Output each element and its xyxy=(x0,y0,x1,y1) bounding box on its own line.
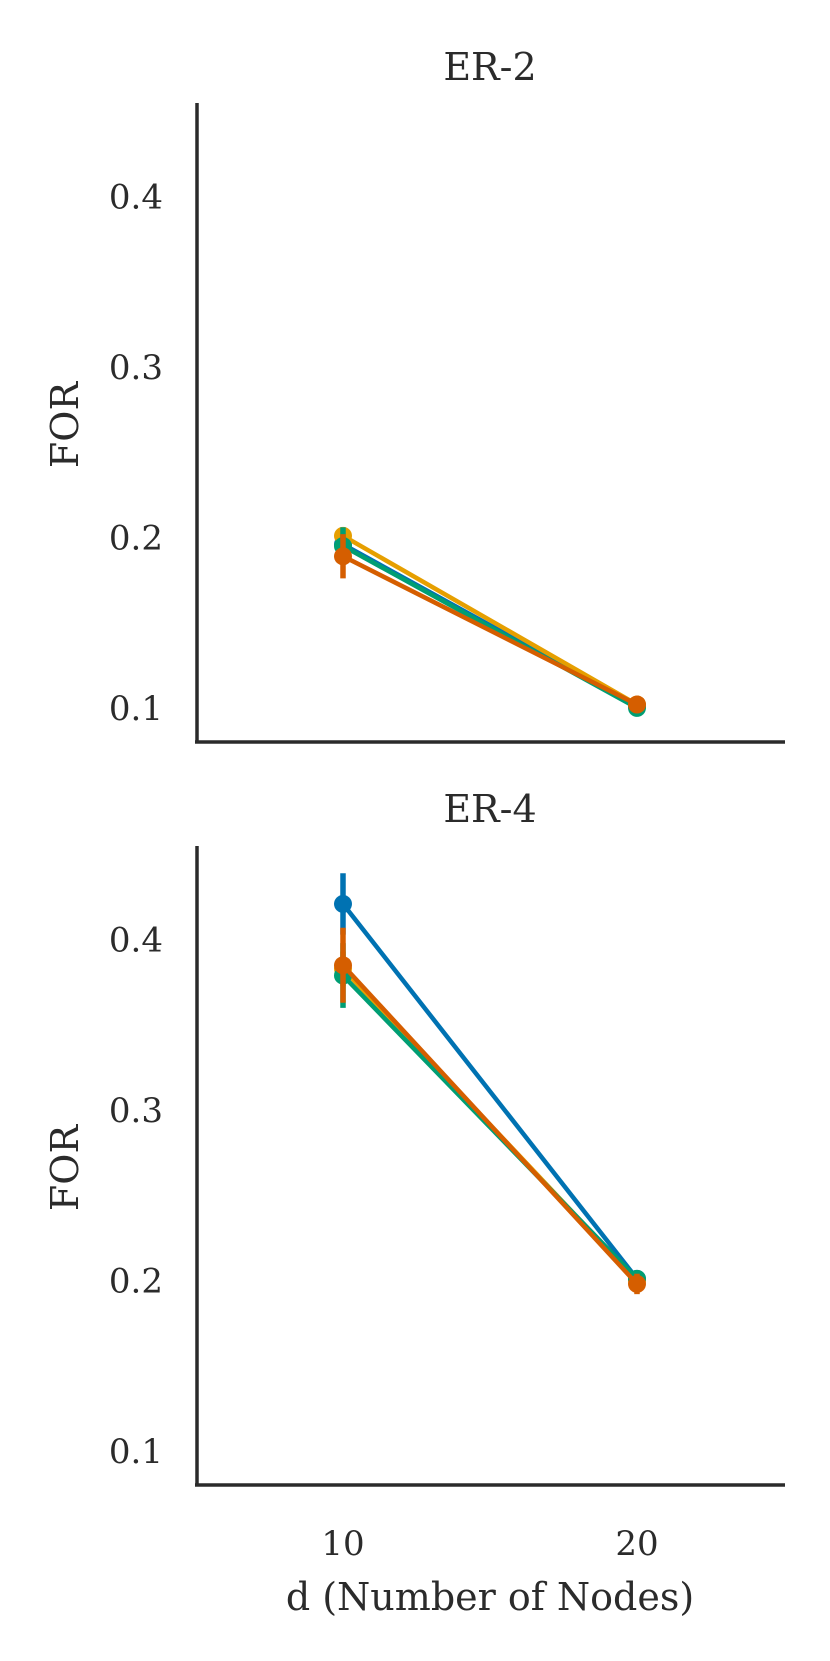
x-tick-label: 20 xyxy=(615,1524,658,1564)
series-line xyxy=(340,963,640,1287)
y-tick-label: 0.2 xyxy=(109,1262,163,1302)
series-layer xyxy=(334,526,646,717)
y-tick-label: 0.4 xyxy=(109,921,163,961)
y-tick-label: 0.3 xyxy=(109,1091,163,1131)
panel-title: ER-2 xyxy=(443,45,536,89)
y-tick-labels: 0.1 0.2 0.3 0.4 xyxy=(109,178,163,729)
series-line xyxy=(340,901,640,1282)
y-tick-label: 0.1 xyxy=(109,1432,163,1472)
series-3 xyxy=(334,534,646,714)
series-line xyxy=(340,554,640,707)
data-point xyxy=(334,956,352,975)
data-point xyxy=(628,1274,646,1293)
series-layer xyxy=(334,873,646,1295)
data-point xyxy=(334,547,352,566)
y-tick-label: 0.3 xyxy=(109,348,163,388)
y-tick-labels: 0.1 0.2 0.3 0.4 xyxy=(109,921,163,1472)
x-tick-labels: 10 20 xyxy=(321,1524,658,1564)
y-tick-label: 0.4 xyxy=(109,178,163,218)
data-point xyxy=(334,894,352,913)
y-tick-label: 0.1 xyxy=(109,689,163,729)
panel-title: ER-4 xyxy=(443,787,536,831)
x-tick-label: 10 xyxy=(321,1524,364,1564)
x-axis-label: d (Number of Nodes) xyxy=(286,1575,694,1619)
y-axis-label: FOR xyxy=(43,381,87,469)
series-0 xyxy=(334,873,646,1288)
y-axis-label: FOR xyxy=(43,1124,87,1212)
series-line xyxy=(340,533,640,707)
y-tick-label: 0.2 xyxy=(109,519,163,559)
series-3 xyxy=(334,927,646,1295)
series-2 xyxy=(334,943,646,1288)
chart-panel-er-2: ER-2 FOR 0.1 0.2 0.3 0.4 xyxy=(43,45,785,744)
chart-panel-er-4: ER-4 FOR 0.1 0.2 0.3 0.4 10 20 d (Number of … xyxy=(43,787,785,1619)
data-point xyxy=(628,695,646,714)
